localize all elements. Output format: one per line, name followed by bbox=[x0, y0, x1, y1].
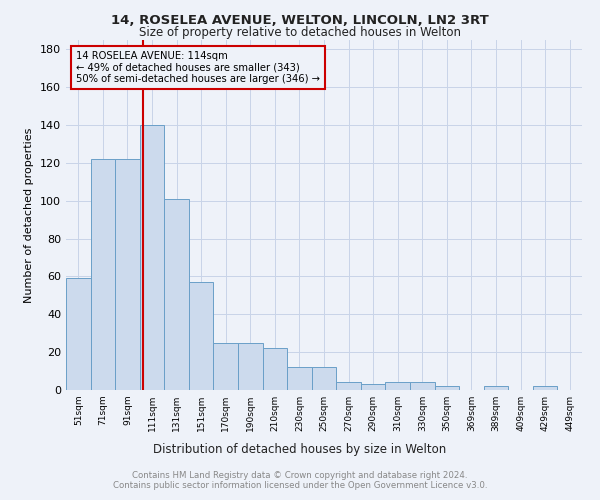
Bar bbox=[484, 386, 508, 390]
Text: 14 ROSELEA AVENUE: 114sqm
← 49% of detached houses are smaller (343)
50% of semi: 14 ROSELEA AVENUE: 114sqm ← 49% of detac… bbox=[76, 50, 320, 84]
Text: 14, ROSELEA AVENUE, WELTON, LINCOLN, LN2 3RT: 14, ROSELEA AVENUE, WELTON, LINCOLN, LN2… bbox=[111, 14, 489, 27]
Bar bbox=[312, 368, 336, 390]
Bar bbox=[140, 125, 164, 390]
Bar bbox=[336, 382, 361, 390]
Bar bbox=[115, 159, 140, 390]
Bar bbox=[189, 282, 214, 390]
Bar bbox=[214, 342, 238, 390]
Bar bbox=[287, 368, 312, 390]
Bar bbox=[410, 382, 434, 390]
Bar bbox=[66, 278, 91, 390]
Text: Size of property relative to detached houses in Welton: Size of property relative to detached ho… bbox=[139, 26, 461, 39]
Bar bbox=[238, 342, 263, 390]
Text: Distribution of detached houses by size in Welton: Distribution of detached houses by size … bbox=[154, 442, 446, 456]
Bar bbox=[164, 199, 189, 390]
Bar bbox=[91, 159, 115, 390]
Bar bbox=[361, 384, 385, 390]
Y-axis label: Number of detached properties: Number of detached properties bbox=[25, 128, 34, 302]
Bar bbox=[533, 386, 557, 390]
Bar bbox=[263, 348, 287, 390]
Bar bbox=[434, 386, 459, 390]
Text: Contains HM Land Registry data © Crown copyright and database right 2024.
Contai: Contains HM Land Registry data © Crown c… bbox=[113, 470, 487, 490]
Bar bbox=[385, 382, 410, 390]
